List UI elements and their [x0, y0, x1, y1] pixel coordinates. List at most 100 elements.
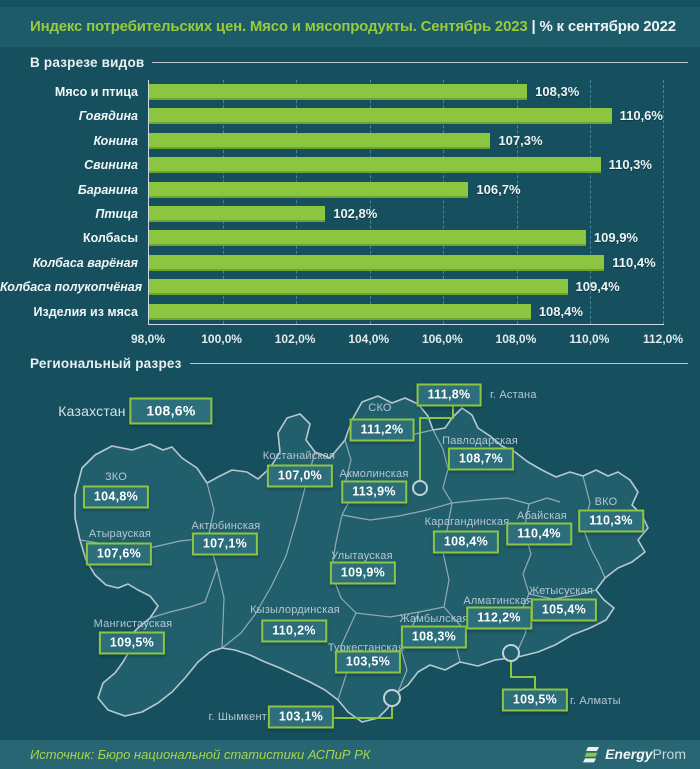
region-label-pavlodar: Павлодарская — [442, 435, 518, 447]
region-value-mangystau: 109,5% — [98, 631, 166, 655]
energyprom-icon — [583, 746, 600, 762]
bar-row: Мясо и птица 108,3% — [0, 80, 700, 104]
x-tick: 98,0% — [130, 332, 166, 346]
bar-row: Баранина 106,7% — [0, 178, 700, 202]
gridline-106 — [443, 80, 445, 324]
bar-chart: Мясо и птица 108,3% Говядина 110,6% Конина… — [0, 72, 700, 362]
bar — [149, 157, 601, 174]
region-label-vko: ВКО — [594, 496, 618, 508]
almaty-marker — [502, 644, 520, 662]
x-tick: 108,0% — [495, 332, 537, 346]
region-value-zko: 104,8% — [82, 485, 150, 509]
city-label-astana: г. Астана — [490, 389, 537, 401]
region-label-kyzylorda: Кызылординская — [250, 604, 340, 616]
astana-connector-line — [419, 406, 454, 481]
bar-row: Птица 102,8% — [0, 202, 700, 226]
shymkent-marker — [383, 689, 401, 707]
plot-area — [148, 80, 664, 325]
shymkent-connector-line — [331, 706, 393, 719]
city-connectors — [331, 406, 536, 719]
city-label-almaty: г. Алматы — [570, 695, 621, 707]
bar-row: Изделия из мяса 108,4% — [0, 300, 700, 324]
region-label-ulytau: Улытауская — [331, 550, 393, 562]
region-label-atyrau: Атырауская — [88, 528, 152, 540]
region-label-zhambyl: Жамбылская — [399, 613, 469, 625]
bar-value: 110,3% — [608, 157, 652, 173]
chart-section-heading: В разрезе видов — [30, 55, 688, 70]
region-label-kostanay: Костанайская — [262, 450, 336, 462]
bar — [149, 230, 586, 247]
page-title-sub: % к сентябрю 2022 — [539, 18, 676, 35]
category-label: Колбаса полукопчёная — [0, 280, 143, 295]
chart-section-title: В разрезе видов — [30, 55, 145, 70]
bar — [149, 84, 528, 100]
astana-marker — [412, 480, 428, 496]
title-bar: Индекс потребительских цен. Мясо и мясоп… — [0, 7, 700, 47]
region-label-abay: Абайская — [517, 510, 567, 522]
region-value-akmola: 113,9% — [341, 480, 407, 504]
bar-row: Колбаса варёная 110,4% — [0, 251, 700, 275]
region-value-shymkent: 103,1% — [267, 705, 335, 729]
category-label: Изделия из мяса — [33, 304, 138, 319]
city-label-shymkent: г. Шымкент — [208, 711, 267, 723]
region-label-zhetysu: Жетысуская — [528, 585, 594, 597]
city-markers — [383, 480, 520, 707]
bar-row: Колбасы 109,9% — [0, 226, 700, 250]
region-value-sko: 111,2% — [349, 418, 415, 442]
map-shape — [74, 395, 649, 723]
map-section-rule — [189, 363, 688, 364]
page-title-divider: | — [531, 18, 536, 35]
country-value-badge: 108,6% — [129, 397, 213, 425]
bar-value: 106,7% — [476, 181, 521, 197]
region-value-abay: 110,4% — [506, 522, 572, 546]
region-value-almaty-region: 112,2% — [466, 606, 532, 630]
chart-section-rule — [152, 62, 688, 63]
category-label: Колбаса варёная — [32, 255, 138, 270]
brand-name-bold: Energy — [605, 745, 653, 762]
bar-value: 108,3% — [535, 84, 580, 99]
gridline-108 — [516, 80, 518, 324]
bar — [149, 279, 568, 296]
region-label-mangystau: Мангистауская — [93, 618, 173, 630]
region-label-karaganda: Карагандинская — [424, 516, 510, 528]
region-label-akmola: Акмолинская — [339, 468, 409, 480]
region-value-kyzylorda: 110,2% — [261, 619, 327, 643]
category-label: Мясо и птица — [54, 85, 138, 99]
brand-name-light: Prom — [652, 745, 686, 762]
country-label: Казахстан — [58, 403, 126, 419]
bar-value: 107,3% — [498, 132, 543, 148]
footer-bar: Источник: Бюро национальной статистики А… — [0, 740, 700, 769]
bar — [149, 132, 491, 149]
region-value-kostanay: 107,0% — [266, 464, 334, 488]
region-value-pavlodar: 108,7% — [447, 447, 515, 471]
region-value-ulytau: 109,9% — [329, 561, 397, 585]
region-label-zko: ЗКО — [104, 471, 128, 483]
x-tick: 102,0% — [274, 332, 316, 346]
x-tick: 110,0% — [569, 332, 610, 346]
bar-value: 109,9% — [593, 230, 638, 246]
region-value-astana: 111,8% — [416, 383, 482, 407]
region-label-sko: СКО — [368, 402, 392, 414]
map-section-heading: Региональный разрез — [30, 356, 688, 371]
map-section-title: Региональный разрез — [30, 356, 182, 371]
category-label: Колбасы — [82, 231, 138, 246]
category-label: Птица — [95, 207, 138, 221]
x-tick: 106,0% — [421, 332, 463, 346]
bar-value: 109,4% — [575, 279, 620, 295]
region-value-turkestan: 103,5% — [334, 650, 402, 674]
gridline-104 — [369, 80, 371, 324]
x-tick: 112,0% — [642, 332, 684, 346]
region-value-almaty: 109,5% — [501, 688, 569, 712]
source-note: Источник: Бюро национальной статистики А… — [30, 747, 371, 762]
bar-row: Конина 107,3% — [0, 129, 700, 153]
category-label: Баранина — [77, 182, 138, 197]
bar-row: Говядина 110,6% — [0, 104, 700, 128]
kazakhstan-map: Казахстан 108,6% СКО г. Астана Павлодарс… — [0, 370, 700, 742]
bar — [149, 303, 531, 320]
brand-logo: EnergyProm — [583, 740, 686, 769]
x-tick: 100,0% — [201, 332, 242, 346]
page-title: Индекс потребительских цен. Мясо и мясоп… — [30, 7, 676, 47]
gridline-112 — [663, 80, 664, 324]
region-value-atyrau: 107,6% — [85, 542, 153, 566]
